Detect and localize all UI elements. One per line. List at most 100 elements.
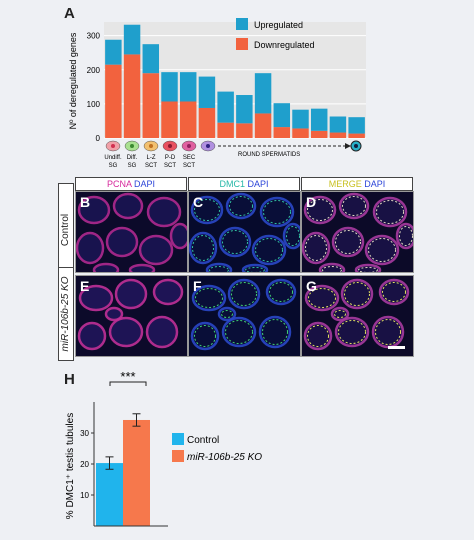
- nucleus-icon: [187, 144, 191, 148]
- tubule: [189, 231, 218, 265]
- bar-upregulated: [105, 39, 122, 65]
- header-pcna: PCNA: [106, 179, 132, 189]
- tubule-inner: [194, 325, 216, 347]
- panel-label-c: C: [193, 194, 204, 210]
- bar-upregulated: [217, 91, 234, 123]
- bar-downregulated: [142, 73, 160, 138]
- tubule: [354, 263, 382, 272]
- tubule: [282, 222, 300, 250]
- bar-downregulated: [105, 64, 122, 138]
- tubule: [378, 278, 410, 306]
- bar-upregulated: [348, 117, 365, 134]
- tubule-inner: [307, 199, 333, 221]
- tubule: [258, 315, 292, 349]
- tubule-inner: [225, 320, 253, 344]
- tubule-inner: [376, 200, 404, 224]
- tubule-inner: [194, 199, 220, 221]
- bar-downregulated: [273, 127, 291, 138]
- tubule-inner: [399, 226, 413, 246]
- row-label-ko: miR-106b-25 KO: [58, 267, 74, 361]
- y-tick-label: 200: [87, 66, 101, 75]
- bar-upregulated: [254, 73, 272, 114]
- bar-downregulated: [254, 113, 272, 138]
- bar-downregulated: [161, 101, 178, 138]
- panel-label-f: F: [193, 278, 202, 294]
- micrograph-d: D: [301, 191, 414, 273]
- y-axis-label: Nº of deregulated genes: [68, 32, 78, 129]
- bar-upregulated: [329, 116, 347, 133]
- stage-label: SEC: [183, 155, 196, 161]
- tubule-inner: [222, 230, 248, 254]
- bar-downregulated: [329, 132, 347, 138]
- tubule: [364, 234, 400, 266]
- tubule: [104, 306, 124, 322]
- bar-upregulated: [142, 44, 160, 74]
- header-dapi: DAPI: [364, 179, 386, 189]
- tubule-inner: [335, 230, 361, 254]
- panel-label-a: A: [64, 5, 75, 22]
- tubule: [108, 316, 144, 348]
- tubule: [169, 222, 187, 250]
- bar-control: [96, 463, 123, 526]
- tubule: [265, 278, 297, 306]
- legend-swatch-ko: [172, 450, 184, 462]
- micrograph-c: C: [188, 191, 301, 273]
- tubule-inner: [307, 325, 329, 347]
- tubule-inner: [338, 320, 366, 344]
- header-dmc1-dapi: DMC1 DAPI: [188, 177, 300, 191]
- tubule: [221, 316, 257, 348]
- legend-label-upregulated: Upregulated: [254, 20, 303, 30]
- tubule-inner: [382, 282, 406, 302]
- tubule: [251, 234, 287, 266]
- tubule-inner: [334, 310, 346, 318]
- tubule: [77, 321, 107, 351]
- scale-bar: [388, 346, 405, 349]
- tubule: [303, 195, 337, 225]
- y-tick-label: 100: [87, 100, 101, 109]
- bar-downregulated: [236, 123, 253, 138]
- tubule: [302, 231, 331, 265]
- round-spermatids-label: ROUND SPERMATIDS: [238, 152, 300, 158]
- y-axis-label: % DMC1⁺ testis tubules: [65, 413, 76, 519]
- tubule: [114, 278, 148, 310]
- tubule: [303, 321, 333, 351]
- nucleus-icon: [111, 144, 115, 148]
- tubule-inner: [308, 288, 336, 308]
- tubule: [225, 192, 257, 220]
- tubule-inner: [305, 235, 327, 261]
- tubule-inner: [229, 196, 253, 216]
- tubule: [218, 226, 252, 258]
- tubule: [145, 315, 179, 349]
- tubule: [259, 196, 295, 228]
- tubule-inner: [286, 226, 300, 246]
- y-tick-label: 300: [87, 32, 101, 41]
- tubule-inner: [192, 235, 214, 261]
- tubule-inner: [358, 267, 378, 272]
- tubule: [190, 321, 220, 351]
- tubule-inner: [375, 319, 401, 345]
- bar-upregulated: [273, 103, 291, 128]
- bar-downregulated: [123, 54, 141, 138]
- panel-label-b: B: [80, 194, 91, 210]
- arrow-head-icon: [345, 143, 351, 149]
- tubule-inner: [231, 282, 257, 306]
- bar-chart-h: 10 20 30 % DMC1⁺ testis tubules *** Contro…: [65, 369, 262, 527]
- legend-label-downregulated: Downregulated: [254, 40, 315, 50]
- tubule: [146, 196, 182, 228]
- panel-label-d: D: [306, 194, 317, 210]
- tubule-inner: [255, 238, 283, 262]
- stage-label: SG: [128, 163, 137, 169]
- tubule-inner: [322, 266, 342, 272]
- tubule-inner: [245, 267, 265, 272]
- tubule: [112, 192, 144, 220]
- tubule-inner: [262, 319, 288, 345]
- bar-upregulated: [198, 76, 216, 108]
- y-tick-label: 20: [80, 460, 89, 469]
- header-pcna-dapi: PCNA DAPI: [75, 177, 187, 191]
- stage-label: Diff.: [127, 155, 138, 161]
- tubule: [227, 278, 261, 310]
- stage-label: SG: [109, 163, 118, 169]
- tubule-inner: [342, 196, 366, 216]
- stacked-bar-chart-a: 0 100 200 300 Nº of deregulated genes Upreg…: [68, 18, 366, 169]
- y-tick-label: 30: [80, 429, 89, 438]
